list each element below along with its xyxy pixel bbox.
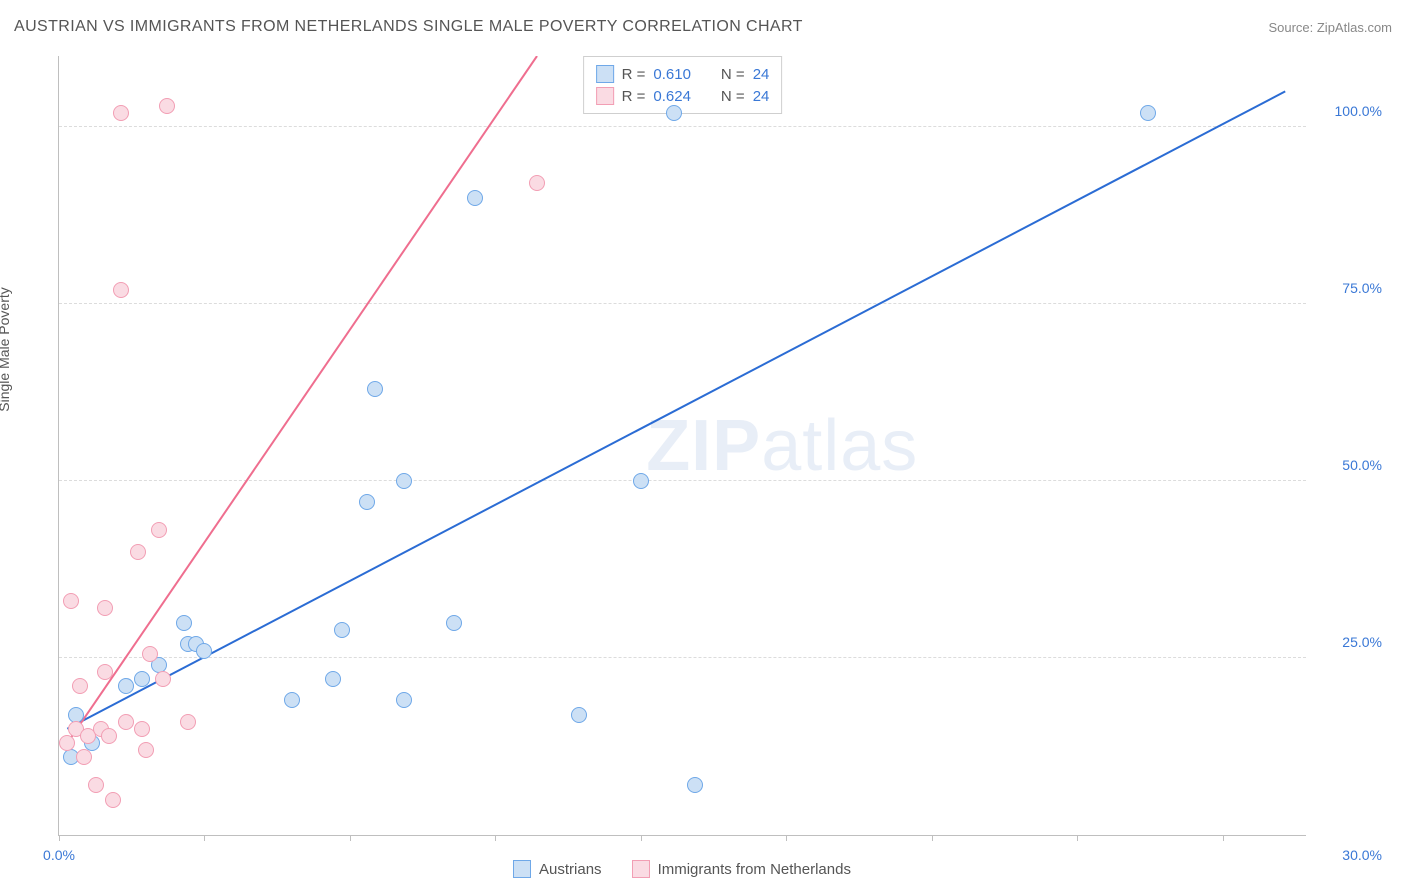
data-point-austrians bbox=[196, 643, 212, 659]
data-point-austrians bbox=[687, 777, 703, 793]
data-point-netherlands bbox=[63, 593, 79, 609]
legend-n-label: N = bbox=[721, 88, 745, 105]
gridline bbox=[59, 657, 1306, 658]
series-legend-item-netherlands: Immigrants from Netherlands bbox=[632, 860, 851, 878]
data-point-netherlands bbox=[59, 735, 75, 751]
data-point-austrians bbox=[467, 190, 483, 206]
watermark: ZIPatlas bbox=[646, 405, 918, 487]
x-tick bbox=[1077, 835, 1078, 841]
data-point-netherlands bbox=[134, 721, 150, 737]
series-legend: Austrians Immigrants from Netherlands bbox=[58, 860, 1306, 878]
series-name: Austrians bbox=[539, 861, 602, 878]
gridline bbox=[59, 126, 1306, 127]
trend-lines bbox=[59, 56, 1306, 835]
data-point-austrians bbox=[134, 671, 150, 687]
data-point-austrians bbox=[633, 473, 649, 489]
x-tick bbox=[641, 835, 642, 841]
data-point-austrians bbox=[334, 622, 350, 638]
y-tick-label: 25.0% bbox=[1314, 634, 1382, 650]
legend-swatch bbox=[596, 87, 614, 105]
legend-row-netherlands: R = 0.624 N = 24 bbox=[596, 85, 770, 107]
data-point-austrians bbox=[284, 692, 300, 708]
data-point-austrians bbox=[396, 692, 412, 708]
data-point-netherlands bbox=[159, 98, 175, 114]
data-point-austrians bbox=[446, 615, 462, 631]
x-tick bbox=[350, 835, 351, 841]
data-point-netherlands bbox=[142, 646, 158, 662]
correlation-legend: R = 0.610 N = 24 R = 0.624 N = 24 bbox=[583, 56, 783, 114]
plot-area: ZIPatlas R = 0.610N = 24R = 0.624N = 24 … bbox=[58, 56, 1306, 836]
trend-line-netherlands bbox=[67, 56, 537, 743]
gridline bbox=[59, 480, 1306, 481]
x-tick bbox=[932, 835, 933, 841]
data-point-netherlands bbox=[151, 522, 167, 538]
x-tick bbox=[495, 835, 496, 841]
data-point-netherlands bbox=[101, 728, 117, 744]
data-point-netherlands bbox=[529, 175, 545, 191]
series-legend-item-austrians: Austrians bbox=[513, 860, 602, 878]
data-point-austrians bbox=[571, 707, 587, 723]
legend-n-value: 24 bbox=[753, 88, 770, 105]
series-name: Immigrants from Netherlands bbox=[658, 861, 851, 878]
data-point-netherlands bbox=[105, 792, 121, 808]
legend-r-label: R = bbox=[622, 66, 646, 83]
data-point-netherlands bbox=[113, 282, 129, 298]
data-point-netherlands bbox=[130, 544, 146, 560]
data-point-netherlands bbox=[97, 664, 113, 680]
legend-r-value: 0.610 bbox=[653, 66, 691, 83]
gridline bbox=[59, 303, 1306, 304]
legend-swatch bbox=[632, 860, 650, 878]
data-point-netherlands bbox=[72, 678, 88, 694]
data-point-austrians bbox=[118, 678, 134, 694]
x-tick-label: 30.0% bbox=[1314, 847, 1382, 863]
data-point-netherlands bbox=[88, 777, 104, 793]
y-tick-label: 75.0% bbox=[1314, 280, 1382, 296]
x-tick bbox=[204, 835, 205, 841]
source-label: Source: ZipAtlas.com bbox=[1268, 20, 1392, 35]
data-point-netherlands bbox=[138, 742, 154, 758]
data-point-netherlands bbox=[118, 714, 134, 730]
y-axis-label: Single Male Poverty bbox=[0, 287, 12, 412]
data-point-austrians bbox=[359, 494, 375, 510]
chart-container: Single Male Poverty ZIPatlas R = 0.610N … bbox=[14, 50, 1392, 882]
x-tick bbox=[59, 835, 60, 841]
legend-row-austrians: R = 0.610 N = 24 bbox=[596, 63, 770, 85]
data-point-netherlands bbox=[155, 671, 171, 687]
legend-n-value: 24 bbox=[753, 66, 770, 83]
legend-r-label: R = bbox=[622, 88, 646, 105]
legend-r-value: 0.624 bbox=[653, 88, 691, 105]
data-point-netherlands bbox=[113, 105, 129, 121]
data-point-netherlands bbox=[180, 714, 196, 730]
data-point-austrians bbox=[666, 105, 682, 121]
data-point-austrians bbox=[396, 473, 412, 489]
y-tick-label: 100.0% bbox=[1314, 103, 1382, 119]
data-point-netherlands bbox=[76, 749, 92, 765]
data-point-austrians bbox=[367, 381, 383, 397]
data-point-austrians bbox=[1140, 105, 1156, 121]
x-tick bbox=[1223, 835, 1224, 841]
data-point-austrians bbox=[325, 671, 341, 687]
legend-swatch bbox=[596, 65, 614, 83]
y-tick-label: 50.0% bbox=[1314, 457, 1382, 473]
legend-swatch bbox=[513, 860, 531, 878]
trend-line-austrians bbox=[67, 91, 1285, 728]
x-tick bbox=[786, 835, 787, 841]
data-point-austrians bbox=[176, 615, 192, 631]
legend-n-label: N = bbox=[721, 66, 745, 83]
data-point-netherlands bbox=[97, 600, 113, 616]
page-title: AUSTRIAN VS IMMIGRANTS FROM NETHERLANDS … bbox=[14, 18, 803, 36]
